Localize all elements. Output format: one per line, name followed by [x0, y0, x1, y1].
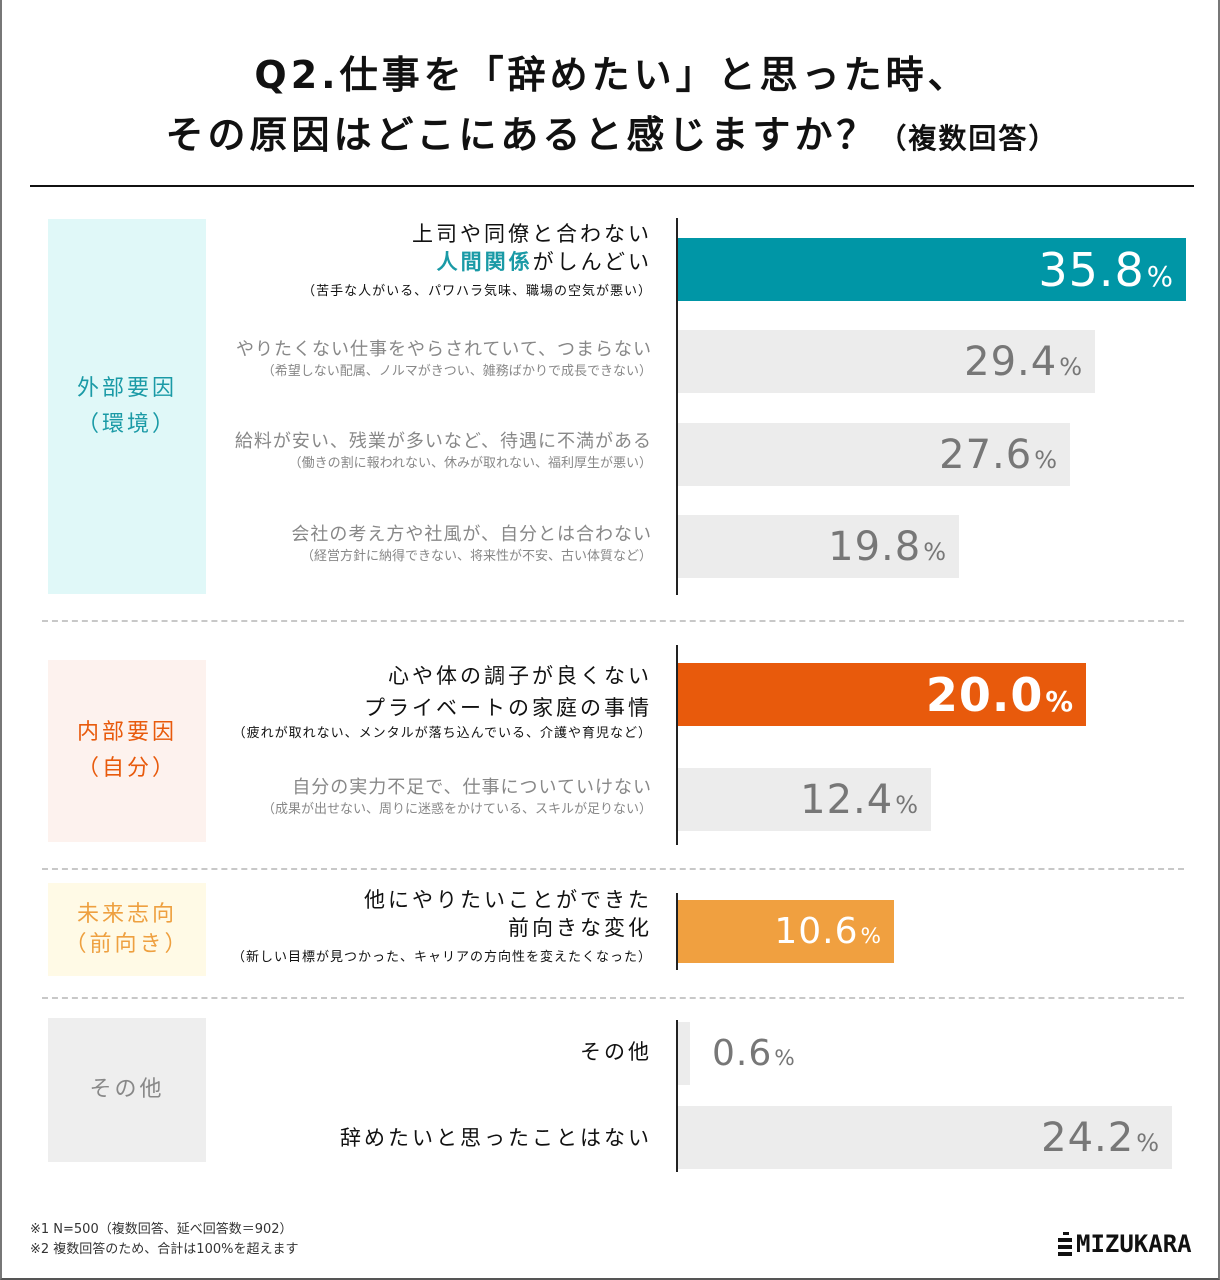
logo-text: MIZUKARA	[1076, 1230, 1192, 1258]
logo-mark-icon	[1058, 1232, 1072, 1256]
footnote-2: ※2 複数回答のため、合計は100%を超えます	[30, 1242, 299, 1257]
title-question: その原因はどこにあると感じますか？	[165, 113, 879, 157]
bar-value: 10.6%	[774, 911, 882, 952]
bar-value: 0.6%	[712, 1033, 796, 1074]
category-name: その他	[89, 1077, 165, 1102]
item-detail: （希望しない配属、ノルマがきつい、雑務ばかりで成長できない）	[261, 364, 652, 379]
category-sub: （前向き）	[64, 931, 190, 957]
item-line1: 上司や同僚と合わない	[412, 222, 652, 246]
bar-4: 20.0%	[678, 663, 1086, 726]
category-sub: （自分）	[76, 756, 177, 781]
item-line1: 心や体の調子が良くない	[388, 664, 652, 688]
bar-7: 0.6%	[678, 1022, 795, 1085]
bar-8: 24.2%	[678, 1106, 1172, 1169]
category-future: 未来志向 （前向き）	[48, 883, 206, 976]
section-divider	[42, 620, 1184, 622]
item-line1: 自分の実力不足で、仕事についていけない	[292, 777, 652, 798]
bar-value: 24.2%	[1041, 1114, 1160, 1161]
item-line2: がしんどい	[532, 250, 652, 274]
bar-6: 10.6%	[678, 900, 894, 963]
bar-0: 35.8%	[678, 238, 1186, 301]
bar-5: 12.4%	[678, 768, 931, 831]
item-label-7: その他	[580, 1038, 652, 1066]
item-detail: （疲れが取れない、メンタルが落ち込んでいる、介護や育児など）	[232, 726, 652, 741]
item-detail: （経営方針に納得できない、将来性が不安、古い体質など）	[300, 549, 652, 564]
item-line1: 給料が安い、残業が多いなど、待遇に不満がある	[234, 431, 652, 452]
item-label-0: 上司や同僚と合わない 人間関係がしんどい （苦手な人がいる、パワハラ気味、職場の…	[302, 220, 652, 302]
axis-line	[676, 1020, 678, 1172]
bar-value: 12.4%	[800, 776, 919, 823]
category-sub: （環境）	[76, 411, 177, 437]
item-line1: 他にやりたいことができた	[364, 888, 652, 912]
bar-2: 27.6%	[678, 423, 1070, 486]
item-detail: （新しい目標が見つかった、キャリアの方向性を変えたくなった）	[231, 950, 652, 965]
item-label-4: 心や体の調子が良くない プライベートの家庭の事情 （疲れが取れない、メンタルが落…	[233, 660, 652, 744]
bar-value: 27.6%	[939, 431, 1058, 478]
title-note: （複数回答）	[878, 122, 1059, 155]
axis-line	[676, 893, 678, 970]
footnote-1: ※1 N=500（複数回答、延べ回答数＝902）	[30, 1222, 293, 1237]
category-external: 外部要因 （環境）	[48, 219, 206, 594]
item-label-2: 給料が安い、残業が多いなど、待遇に不満がある （働きの割に報われない、休みが取れ…	[235, 430, 652, 474]
item-label-3: 会社の考え方や社風が、自分とは合わない （経営方針に納得できない、将来性が不安、…	[291, 523, 652, 567]
item-line2: 前向きな変化	[508, 916, 652, 940]
category-other: その他	[48, 1018, 206, 1162]
bar-value: 20.0%	[925, 667, 1074, 722]
category-name: 外部要因	[76, 375, 177, 401]
item-detail: （苦手な人がいる、パワハラ気味、職場の空気が悪い）	[302, 284, 652, 299]
item-detail: （働きの割に報われない、休みが取れない、福利厚生が悪い）	[288, 456, 652, 471]
item-line1: 会社の考え方や社風が、自分とは合わない	[291, 524, 652, 545]
bar-value: 35.8%	[1038, 242, 1174, 297]
item-detail: （成果が出せない、周りに迷惑をかけている、スキルが足りない）	[261, 802, 652, 817]
item-line1: 辞めたいと思ったことはない	[340, 1126, 652, 1150]
item-label-1: やりたくない仕事をやらされていて、つまらない （希望しない配属、ノルマがきつい、…	[236, 338, 652, 382]
bar-1: 29.4%	[678, 330, 1095, 393]
section-divider	[42, 868, 1184, 870]
item-label-6: 他にやりたいことができた 前向きな変化 （新しい目標が見つかった、キャリアの方向…	[232, 886, 652, 968]
title-line-2: その原因はどこにあると感じますか？（複数回答）	[2, 104, 1220, 159]
item-label-8: 辞めたいと思ったことはない	[340, 1124, 652, 1152]
category-name: 未来志向	[76, 901, 177, 927]
item-line1: やりたくない仕事をやらされていて、つまらない	[235, 339, 652, 360]
section-divider	[42, 997, 1184, 999]
title-line-1: Q2.仕事を「辞めたい」と思った時、	[254, 53, 970, 97]
bar-value: 19.8%	[828, 523, 947, 570]
item-label-5: 自分の実力不足で、仕事についていけない （成果が出せない、周りに迷惑をかけている…	[262, 776, 652, 820]
axis-line	[676, 645, 678, 845]
bar-3: 19.8%	[678, 515, 959, 578]
brand-logo: MIZUKARA	[1058, 1230, 1192, 1258]
category-name: 内部要因	[76, 720, 177, 745]
item-line2: プライベートの家庭の事情	[364, 696, 652, 720]
item-highlight: 人間関係	[436, 250, 533, 274]
bar-value: 29.4%	[964, 338, 1083, 385]
category-internal: 内部要因 （自分）	[48, 660, 206, 842]
item-line1: その他	[580, 1040, 652, 1064]
axis-line	[676, 218, 678, 595]
title-divider	[30, 185, 1194, 187]
